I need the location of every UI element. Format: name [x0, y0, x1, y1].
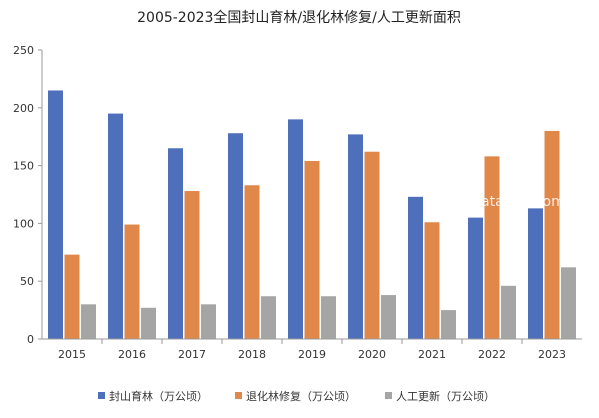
bar-2020-series-3	[381, 295, 396, 339]
bar-2017-series-3	[201, 304, 216, 339]
legend-swatch	[385, 392, 392, 399]
bar-2023-series-2	[544, 130, 560, 339]
chart-title: 2005-2023全国封山育林/退化林修复/人工更新面积	[137, 9, 461, 26]
bar-2016-series-1	[108, 113, 123, 339]
y-axis: 0 50 100 150 200 250	[13, 44, 43, 346]
bars-group	[48, 90, 576, 340]
bar-2022-series-3	[501, 285, 516, 339]
bar-2018-series-3	[261, 296, 276, 339]
bar-2020-series-1	[348, 134, 363, 339]
legend-label: 人工更新（万公顷）	[396, 389, 495, 403]
y-tick-label: 0	[27, 333, 34, 346]
bar-2016-series-3	[141, 307, 156, 339]
x-tick-label: 2016	[118, 348, 146, 361]
bar-2019-series-2	[304, 160, 320, 339]
x-tick-label: 2022	[478, 348, 506, 361]
bar-2017-series-2	[184, 191, 200, 339]
x-tick-label: 2019	[298, 348, 326, 361]
bar-2022-series-1	[468, 217, 483, 339]
x-tick-label: 2015	[58, 348, 86, 361]
y-tick-label: 200	[13, 102, 34, 115]
x-tick-label: 2017	[178, 348, 206, 361]
bar-2021-series-2	[424, 222, 440, 339]
bar-2016-series-2	[124, 224, 140, 339]
bar-2023-series-1	[528, 208, 543, 339]
bar-2015-series-2	[64, 254, 80, 339]
y-tick-label: 250	[13, 44, 34, 57]
legend-swatch	[98, 392, 105, 399]
watermark: stardata360.com	[445, 194, 564, 210]
y-tick-label: 150	[13, 160, 34, 173]
bar-2018-series-1	[228, 133, 243, 339]
x-tick-label: 2018	[238, 348, 266, 361]
y-tick-label: 50	[20, 275, 34, 288]
bar-2019-series-3	[321, 296, 336, 339]
x-tick-label: 2021	[418, 348, 446, 361]
legend-label: 退化林修复（万公顷）	[246, 389, 356, 403]
bar-2019-series-1	[288, 119, 303, 339]
bar-2022-series-2	[484, 156, 500, 339]
legend: 封山育林（万公顷） 退化林修复（万公顷） 人工更新（万公顷）	[98, 389, 495, 403]
bar-2020-series-2	[364, 151, 380, 339]
bar-2015-series-3	[81, 304, 96, 339]
legend-swatch	[235, 392, 242, 399]
x-tick-label: 2020	[358, 348, 386, 361]
x-axis: 2015 2016 2017 2018 2019 2020 2021 2022 2023	[42, 338, 582, 361]
y-tick-label: 100	[13, 217, 34, 230]
bar-2017-series-1	[168, 148, 183, 339]
bar-2021-series-1	[408, 196, 423, 339]
bar-2018-series-2	[244, 185, 260, 339]
legend-label: 封山育林（万公顷）	[109, 389, 208, 403]
bar-2015-series-1	[48, 90, 63, 340]
bar-2023-series-3	[561, 267, 576, 339]
bar-2021-series-3	[441, 310, 456, 339]
x-tick-label: 2023	[538, 348, 566, 361]
